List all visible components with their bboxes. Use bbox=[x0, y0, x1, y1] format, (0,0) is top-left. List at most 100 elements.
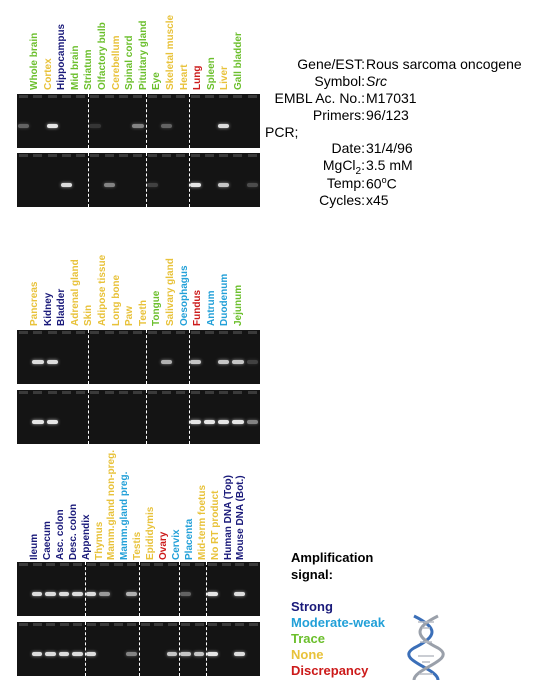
gel-well bbox=[147, 331, 157, 334]
gel-divider bbox=[84, 622, 86, 676]
gene-info-block: Gene/EST: Rous sarcoma oncogene Symbol: … bbox=[0, 0, 547, 250]
gel-image bbox=[17, 330, 260, 384]
lane-label: Thymus bbox=[93, 521, 105, 560]
gel-well bbox=[161, 331, 171, 334]
gel-band bbox=[32, 419, 44, 424]
gel-well bbox=[73, 563, 82, 566]
gel-band bbox=[207, 591, 218, 596]
gel-well bbox=[90, 391, 100, 394]
gel-well bbox=[104, 391, 114, 394]
gel-well bbox=[133, 154, 143, 157]
gel-well bbox=[176, 154, 186, 157]
gel-band bbox=[89, 123, 101, 128]
symbol-value: Src bbox=[366, 73, 387, 89]
gel-well bbox=[133, 95, 143, 98]
lane-label: Ovary bbox=[158, 531, 169, 560]
legend-title: Amplification signal: bbox=[291, 549, 373, 583]
gel-band bbox=[218, 182, 230, 187]
gel-band bbox=[99, 591, 110, 596]
gel-divider bbox=[179, 622, 180, 676]
temp-value: 60oC bbox=[366, 175, 397, 192]
gel-band bbox=[146, 182, 158, 187]
lane-label: Salivary gland bbox=[165, 258, 176, 326]
gel-band bbox=[234, 591, 245, 596]
gel-band bbox=[189, 359, 201, 364]
gel-image bbox=[17, 390, 260, 444]
gel-well bbox=[100, 623, 109, 626]
gel-well bbox=[219, 154, 229, 157]
gel-band bbox=[160, 359, 173, 364]
gel-well bbox=[90, 331, 100, 334]
gel-well bbox=[33, 391, 43, 394]
gel-well bbox=[147, 95, 157, 98]
gel-well bbox=[47, 331, 57, 334]
gel-well bbox=[154, 563, 163, 566]
gel-well bbox=[176, 391, 186, 394]
gel-well bbox=[167, 623, 177, 626]
gel-band bbox=[246, 182, 258, 187]
gel-divider bbox=[88, 330, 90, 384]
gel-well bbox=[208, 563, 217, 566]
lane-label: Oesophagus bbox=[178, 265, 190, 326]
lane-label: Adrenal gland bbox=[69, 259, 81, 326]
lane-label: Duodenum bbox=[219, 273, 231, 326]
gel-band bbox=[46, 123, 58, 128]
gel-well bbox=[90, 95, 100, 98]
gel-band bbox=[126, 591, 137, 596]
gel-well bbox=[219, 95, 229, 98]
gel-well bbox=[19, 154, 28, 157]
gel-well bbox=[19, 623, 28, 626]
gel-well bbox=[119, 154, 129, 157]
embl-value: M17031 bbox=[366, 90, 417, 106]
gel-divider bbox=[88, 153, 90, 207]
gel-divider bbox=[138, 622, 140, 676]
lane-label: Pancreas bbox=[29, 281, 40, 326]
gel-well bbox=[221, 623, 231, 626]
gel-band bbox=[46, 359, 58, 364]
legend-item-none: None bbox=[291, 647, 324, 662]
gel-well bbox=[235, 563, 244, 566]
lane-label: Teeth bbox=[137, 300, 149, 326]
mgcl2-key: MgCl2: bbox=[322, 157, 365, 177]
gel-well bbox=[19, 391, 28, 394]
gel-well bbox=[119, 95, 129, 98]
gel-well bbox=[33, 331, 43, 334]
lane-label: Skin bbox=[83, 304, 95, 326]
gel-divider bbox=[188, 153, 190, 207]
lane-label: Mouse DNA (Bot.) bbox=[235, 475, 247, 560]
gel-well bbox=[190, 154, 200, 157]
primers-key: Primers: bbox=[312, 107, 365, 123]
gel-well bbox=[76, 95, 86, 98]
gel-divider bbox=[179, 562, 180, 616]
gel-well bbox=[133, 391, 143, 394]
gel-divider bbox=[188, 94, 190, 148]
gel-divider bbox=[88, 94, 90, 148]
gel-well bbox=[161, 95, 171, 98]
gel-well bbox=[167, 563, 177, 566]
gel-well bbox=[219, 331, 229, 334]
gel-band bbox=[193, 651, 204, 656]
gel-well bbox=[235, 623, 244, 626]
gel-well bbox=[247, 154, 257, 157]
legend-item-strong: Strong bbox=[291, 599, 333, 614]
gel-well bbox=[61, 95, 71, 98]
gel-band bbox=[189, 419, 201, 424]
gel-well bbox=[208, 623, 217, 626]
gel-image bbox=[17, 562, 260, 616]
gel-band bbox=[218, 123, 230, 128]
gel-well bbox=[46, 623, 55, 626]
lane-label: Cervix bbox=[170, 529, 182, 560]
gel-well bbox=[127, 563, 136, 566]
gel-band bbox=[246, 419, 258, 424]
gel-well bbox=[248, 563, 258, 566]
lane-label: Mid-term foetus bbox=[196, 485, 208, 560]
gel-well bbox=[190, 95, 200, 98]
gel-well bbox=[90, 154, 100, 157]
gel-band bbox=[203, 419, 216, 424]
gel-well bbox=[204, 331, 214, 334]
gel-well bbox=[161, 154, 171, 157]
gel-divider bbox=[138, 562, 140, 616]
cycles-key: Cycles: bbox=[319, 192, 365, 208]
gel-well bbox=[190, 331, 200, 334]
gel-well bbox=[104, 95, 114, 98]
